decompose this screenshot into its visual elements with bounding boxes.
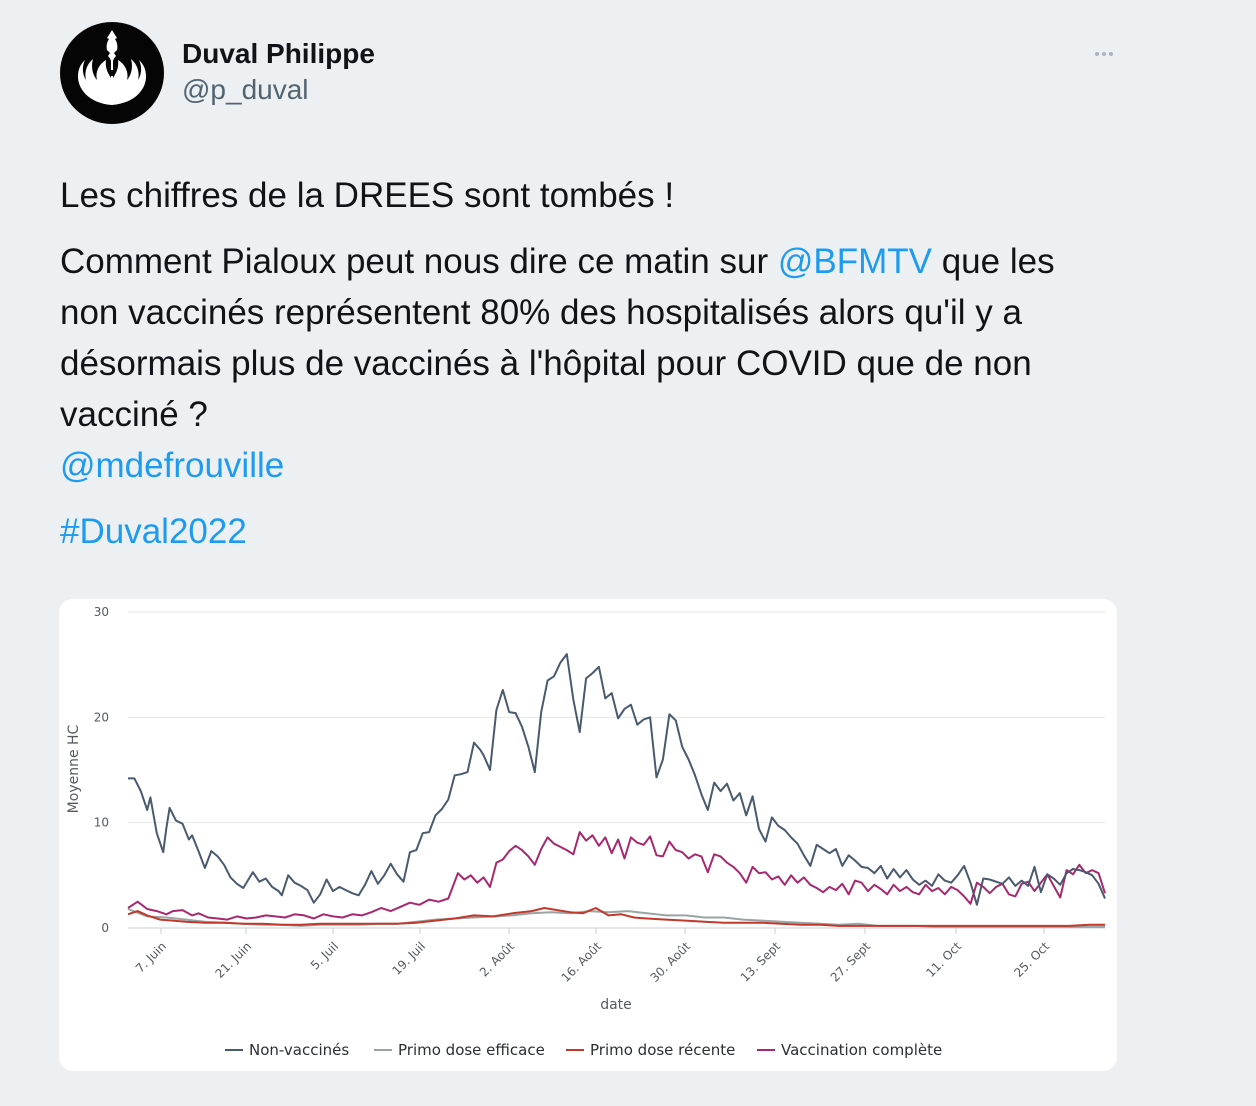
mention-mdefrouville[interactable]: @mdefrouville (60, 446, 285, 485)
legend-item[interactable]: Non-vaccinés (225, 1041, 349, 1059)
dot (1095, 52, 1099, 56)
legend-label: Vaccination complète (781, 1041, 942, 1059)
legend-label: Primo dose récente (590, 1041, 735, 1059)
chart-card[interactable]: 0 10 20 30 7. Juin 21. Juin 5. Juil 19. Juil 2.… (59, 599, 1117, 1071)
author-name[interactable]: Duval Philippe (182, 38, 375, 69)
y-tick-label: 20 (94, 710, 109, 724)
tweet-paragraph-2: Comment Pialoux peut nous dire ce matin … (60, 236, 1120, 440)
y-axis-title: Moyenne HC (66, 724, 82, 813)
x-tick-label: 19. Juil (389, 939, 428, 978)
legend-item[interactable]: Vaccination complète (757, 1041, 942, 1059)
mention-bfmtv[interactable]: @BFMTV (777, 242, 932, 281)
x-tick-label: 13. Sept (738, 939, 784, 985)
tweet-line-1: Les chiffres de la DREES sont tombés ! (60, 176, 675, 215)
x-tick-label: 2. Août (477, 939, 517, 979)
hashtag-duval2022[interactable]: #Duval2022 (60, 512, 247, 551)
tweet-text: Les chiffres de la DREES sont tombés ! C… (60, 170, 1120, 557)
x-tick-label: 25. Oct (1011, 939, 1052, 980)
tweet-hashtag-line: #Duval2022 (60, 506, 1120, 557)
line-chart: 0 10 20 30 7. Juin 21. Juin 5. Juil 19. Juil 2.… (66, 605, 1106, 1059)
legend-item[interactable]: Primo dose récente (566, 1041, 735, 1059)
tweet-mention-line: @mdefrouville (60, 440, 1120, 491)
more-options-icon[interactable] (1090, 40, 1118, 68)
x-tick-label: 11. Oct (923, 939, 964, 980)
y-tick-label: 0 (101, 921, 109, 935)
x-tick-label: 21. Juin (212, 939, 254, 981)
legend-item[interactable]: Primo dose efficace (374, 1041, 545, 1059)
x-axis-ticks: 7. Juin 21. Juin 5. Juil 19. Juil 2. Août 16.… (133, 928, 1052, 985)
y-tick-label: 30 (94, 605, 109, 619)
legend-label: Primo dose efficace (398, 1041, 545, 1059)
y-tick-label: 10 (94, 816, 109, 830)
y-axis-ticks: 0 10 20 30 (94, 605, 109, 935)
dot (1102, 52, 1106, 56)
legend-label: Non-vaccinés (249, 1041, 349, 1059)
series-line-3[interactable] (127, 831, 1106, 921)
dot (1109, 52, 1113, 56)
rebel-alliance-icon (77, 30, 147, 105)
tweet-text-part: que les non vaccinés représentent 80% de… (60, 242, 1055, 434)
x-tick-label: 7. Juin (133, 939, 169, 975)
gridlines (128, 611, 1105, 929)
avatar[interactable] (60, 22, 164, 124)
series-line-0[interactable] (128, 653, 1106, 906)
tweet-text-part: Comment Pialoux peut nous dire ce matin … (60, 242, 778, 281)
author-handle[interactable]: @p_duval (182, 74, 309, 105)
x-axis-title: date (600, 997, 632, 1013)
series-lines (127, 653, 1106, 928)
x-tick-label: 30. Août (647, 939, 693, 985)
legend: Non-vaccinés Primo dose efficace Primo dos… (225, 1041, 942, 1059)
x-tick-label: 27. Sept (828, 939, 874, 985)
x-tick-label: 5. Juil (308, 939, 341, 972)
x-tick-label: 16. Août (558, 939, 604, 985)
series-line-2[interactable] (127, 907, 1105, 927)
